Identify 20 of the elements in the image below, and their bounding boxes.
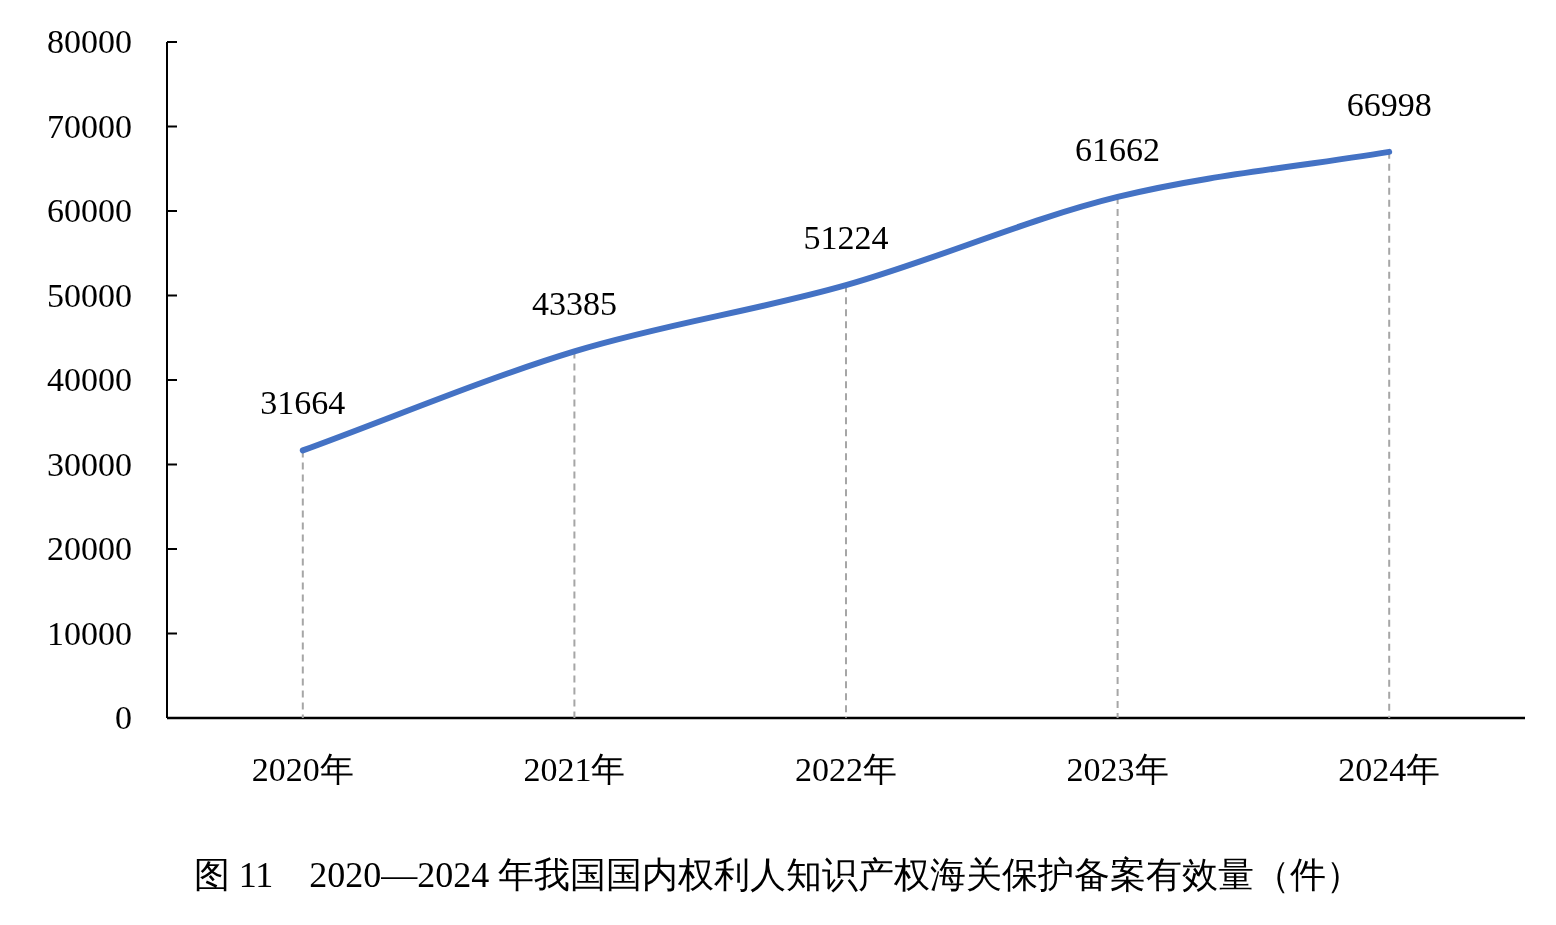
- x-tick-label: 2023年: [1066, 751, 1169, 788]
- x-tick-label: 2024年: [1338, 751, 1441, 788]
- x-tick-label: 2021年: [523, 751, 626, 788]
- y-tick-label: 10000: [47, 614, 132, 652]
- data-label: 51224: [803, 219, 889, 257]
- y-tick-label: 0: [115, 699, 132, 736]
- y-tick-label: 60000: [47, 192, 132, 229]
- y-tick-label: 80000: [47, 23, 132, 60]
- y-tick-label: 20000: [47, 530, 132, 567]
- y-tick-label: 40000: [47, 361, 132, 398]
- y-tick-label: 50000: [47, 276, 132, 314]
- data-label: 66998: [1346, 85, 1432, 123]
- data-label: 31664: [260, 384, 346, 422]
- data-label: 61662: [1075, 130, 1161, 168]
- y-tick-label: 30000: [47, 445, 132, 483]
- x-tick-label: 2022年: [795, 751, 897, 788]
- y-tick-label: 70000: [47, 107, 132, 145]
- data-label: 43385: [531, 285, 617, 323]
- text: 图 11 2020—2024 年我国国内权利人知识产权海关保护备案有效量（件）: [193, 855, 1363, 895]
- x-tick-label: 2020年: [251, 751, 354, 788]
